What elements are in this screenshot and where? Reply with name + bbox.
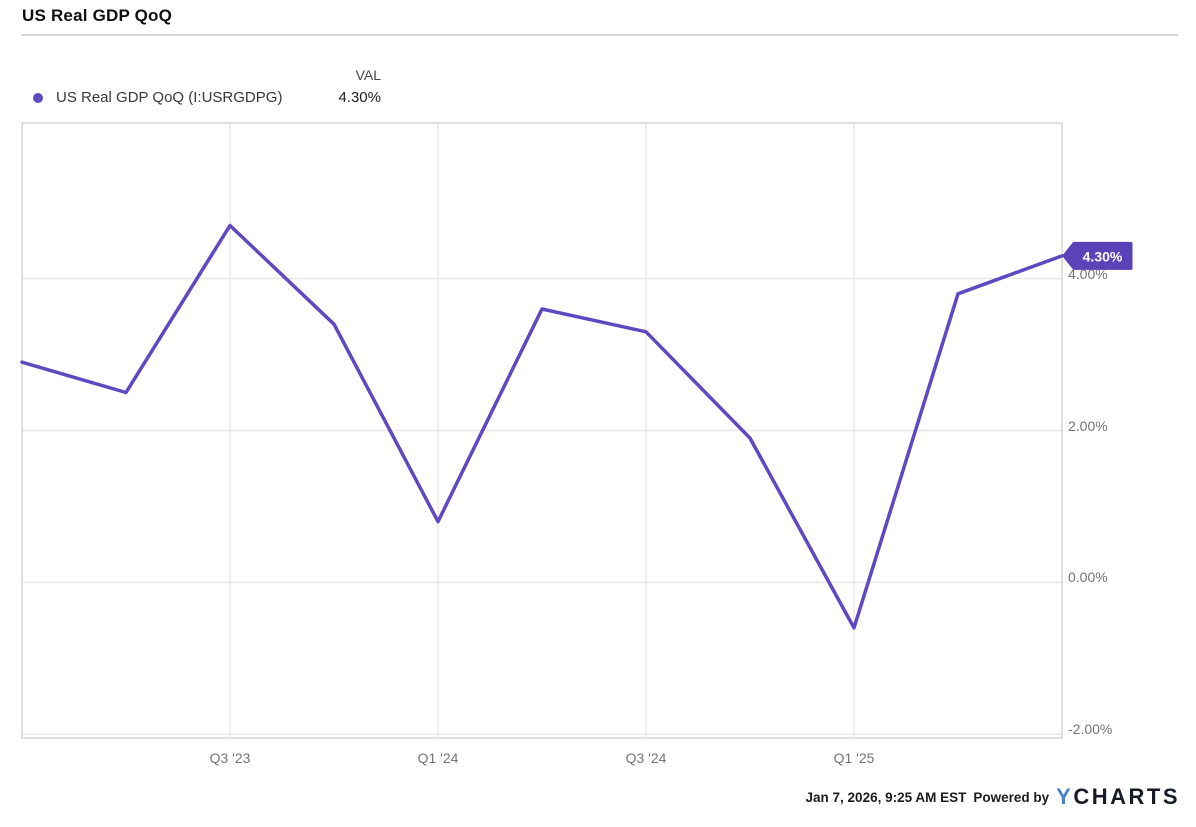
x-axis-label: Q1 '24 (417, 750, 459, 766)
title-divider (21, 34, 1178, 36)
timestamp: Jan 7, 2026, 9:25 AM EST (805, 789, 967, 805)
chart-footer: Jan 7, 2026, 9:25 AM EST Powered by YCHA… (806, 780, 1180, 814)
ycharts-logo[interactable]: YCHARTS (1056, 784, 1180, 810)
powered-by-label: Powered by (973, 789, 1050, 805)
ycharts-logo-y: Y (1056, 784, 1074, 809)
series-label[interactable]: US Real GDP QoQ (I:USRGDPG) (56, 89, 283, 106)
plot-border (21, 122, 1063, 739)
badge-label: 4.30% (1083, 248, 1123, 264)
y-axis-label: -2.00% (1068, 721, 1113, 738)
chart-plot-area[interactable]: 4.30% (20, 122, 1133, 739)
series-marker-icon (33, 93, 43, 103)
legend-val-header: VAL (355, 67, 381, 83)
last-value-badge: 4.30% (1062, 241, 1133, 270)
x-axis-label: Q3 '24 (625, 750, 667, 766)
x-axis-label: Q3 '23 (209, 750, 251, 766)
x-axis-label: Q1 '25 (833, 750, 875, 766)
y-axis-label: 4.00% (1068, 265, 1108, 282)
badge-shape (1062, 241, 1133, 270)
y-axis-label: 2.00% (1068, 417, 1108, 434)
legend-val-value: 4.30% (338, 89, 381, 106)
gdp-line-series[interactable] (20, 223, 1064, 630)
page-title: US Real GDP QoQ (22, 6, 173, 25)
y-axis-label: 0.00% (1068, 569, 1108, 586)
ycharts-logo-charts: CHARTS (1073, 784, 1180, 809)
